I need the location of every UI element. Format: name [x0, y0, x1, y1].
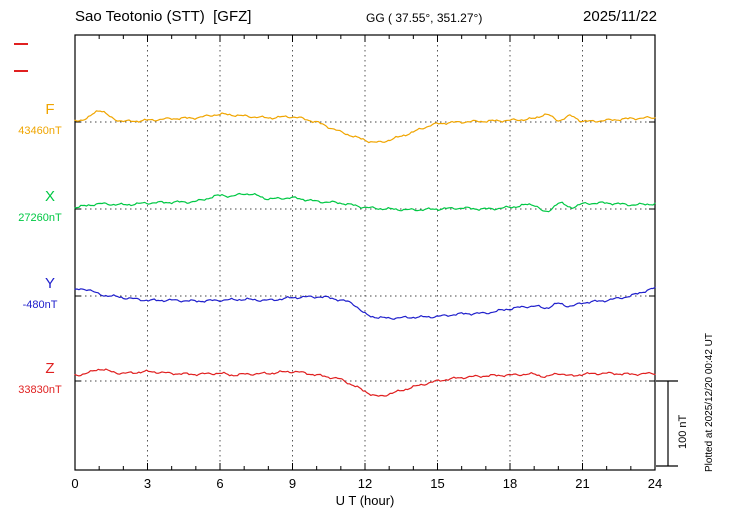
x-tick-label: 0 — [71, 476, 79, 491]
x-tick-label: 18 — [502, 476, 518, 491]
series-name-X: X — [44, 188, 55, 205]
series-baseline-F: 43460nT — [18, 125, 62, 137]
x-tick-label: 6 — [216, 476, 224, 491]
series-baseline-Y: -480nT — [22, 299, 58, 311]
scalebar-label: 100 nT — [677, 414, 689, 449]
plotted-timestamp: Plotted at 2025/12/20 00:42 UT — [704, 333, 715, 472]
trace-X — [74, 192, 656, 213]
series-baseline-X: 27260nT — [18, 212, 62, 224]
x-tick-label: 12 — [357, 476, 373, 491]
geographic-coords: GG ( 37.55°, 351.27°) — [366, 11, 483, 25]
date-label: 2025/11/22 — [583, 8, 657, 25]
trace-Z — [74, 368, 656, 397]
x-tick-label: 15 — [430, 476, 445, 491]
trace-F — [74, 110, 656, 144]
x-tick-label: 9 — [288, 476, 297, 491]
x-tick-label: 21 — [575, 476, 590, 491]
series-name-F: F — [45, 101, 55, 118]
x-tick-label: 24 — [647, 476, 663, 491]
series-name-Z: Z — [45, 360, 55, 377]
x-tick-label: 3 — [143, 476, 152, 491]
series-name-Y: Y — [44, 275, 55, 292]
x-axis-title: U T (hour) — [335, 493, 395, 508]
trace-Y — [74, 286, 656, 320]
station-title: Sao Teotonio (STT) [GFZ] — [75, 8, 252, 25]
series-baseline-Z: 33830nT — [18, 384, 62, 396]
